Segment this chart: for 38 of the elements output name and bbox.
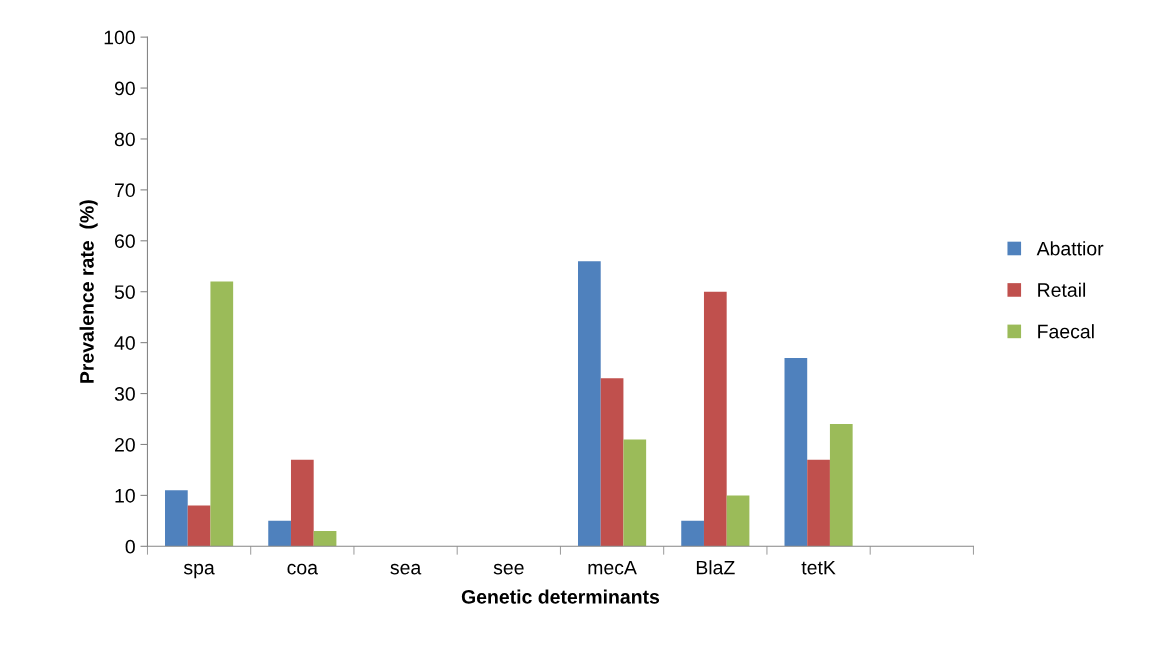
x-tick-label: mecA (588, 560, 637, 575)
bar (623, 439, 647, 547)
y-axis-title: Prevalence rate (%) (79, 200, 98, 383)
legend-label: Abattior (1036, 241, 1104, 256)
bar (784, 357, 808, 547)
x-tick-label: coa (287, 563, 318, 575)
y-tick-label: 20 (115, 437, 135, 452)
legend-label: Retail (1038, 282, 1086, 297)
bar (681, 520, 704, 547)
y-tick-label: 50 (114, 285, 135, 299)
y-tick-label: 80 (114, 132, 135, 147)
bar (726, 495, 750, 547)
x-tick-label: sea (390, 563, 422, 575)
bar (703, 291, 727, 547)
bar (210, 281, 234, 547)
y-tick-label: 30 (114, 387, 135, 401)
bar (165, 490, 188, 547)
bar (600, 378, 624, 547)
y-tick-label: 70 (115, 183, 135, 198)
y-tick-label: 10 (115, 488, 135, 503)
bar (829, 424, 853, 547)
x-axis-title: Genetic determinants (461, 589, 660, 604)
x-tick-label: tetK (801, 560, 836, 575)
bar (187, 505, 211, 547)
x-tick-label: spa (183, 563, 215, 579)
x-tick-label: BlaZ (696, 560, 735, 575)
y-tick-label: 90 (114, 81, 135, 96)
bar (578, 261, 601, 547)
y-tick-label: 0 (125, 539, 135, 554)
y-tick-label: 60 (115, 234, 135, 249)
x-tick-label: see (493, 563, 524, 575)
y-tick-label: 40 (114, 336, 135, 350)
bar (268, 520, 291, 547)
bar (313, 531, 337, 547)
y-tick-label: 100 (104, 30, 135, 45)
bar (807, 459, 830, 547)
bar (290, 459, 314, 547)
legend-label: Faecal (1038, 324, 1094, 339)
